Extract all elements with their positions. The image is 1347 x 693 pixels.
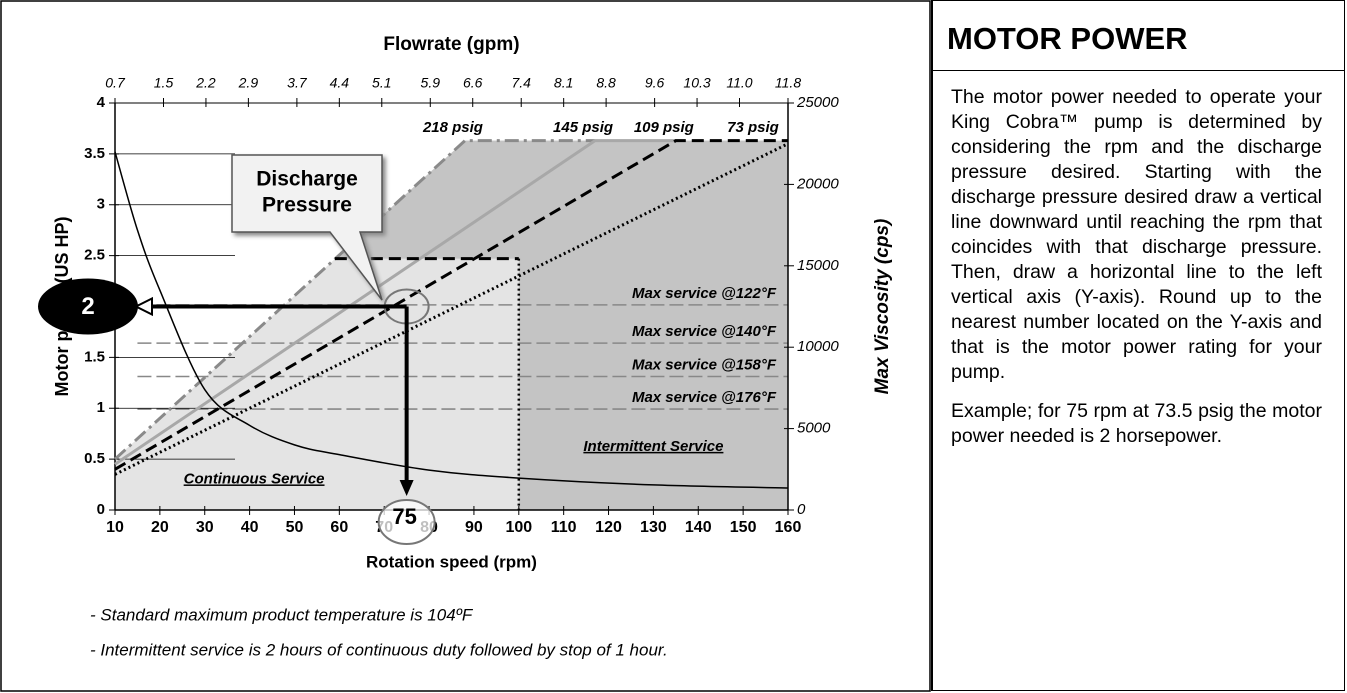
rpm-marker-label: 75	[392, 504, 416, 529]
series-line	[114, 151, 789, 489]
intermittent-region	[334, 140, 788, 510]
x-tick-label: 90	[465, 519, 483, 536]
x-tick-label: 60	[330, 519, 348, 536]
x-tick-label: 20	[151, 519, 169, 536]
x-tick-label: 100	[505, 519, 532, 536]
series-label: 73 psig	[727, 119, 779, 136]
x2-tick-label: 5.1	[372, 75, 391, 91]
panel-title: MOTOR POWER	[933, 1, 1344, 71]
y-tick-label: 3	[97, 196, 105, 213]
footnote: - Standard maximum product temperature i…	[90, 605, 474, 624]
series-label: 145 psig	[553, 119, 613, 136]
x2-tick-label: 2.9	[238, 75, 259, 91]
x-tick-label: 110	[551, 519, 577, 536]
service-label: Max service @140°F	[632, 323, 777, 340]
service-label: Max service @122°F	[632, 285, 777, 302]
y2-tick-label: 15000	[797, 257, 839, 274]
x-tick-label: 40	[241, 519, 259, 536]
arrow-head	[399, 480, 414, 496]
panel-text: The motor power needed to operate your K…	[951, 86, 1322, 383]
region-label: Intermittent Service	[583, 438, 723, 455]
x-tick-label: 120	[595, 519, 622, 536]
series-label: 109 psig	[634, 119, 694, 136]
x-tick-label: 30	[196, 519, 214, 536]
chart-frame	[0, 0, 931, 692]
x-tick-label: 140	[685, 519, 712, 536]
series-line	[114, 139, 788, 471]
y-tick-label: 4	[97, 94, 106, 111]
x2-tick-label: 1.5	[154, 75, 174, 91]
x2-axis-title: Flowrate (gpm)	[383, 34, 519, 55]
chart: Max service @122°F Max service @140°F Max …	[0, 0, 931, 692]
rpm-marker	[377, 499, 436, 545]
series-label: 218 psig	[422, 119, 483, 136]
y-tick-label: 3.5	[84, 145, 105, 162]
x-tick-label: 10	[106, 519, 124, 536]
x2-tick-label: 11.0	[726, 75, 752, 91]
x-tick-label: 160	[775, 519, 802, 536]
footnote: - Intermittent service is 2 hours of con…	[90, 640, 668, 659]
y-tick-label: 0.5	[84, 450, 105, 467]
x2-tick-label: 2.2	[195, 75, 216, 91]
series-line	[113, 139, 596, 461]
arrow-head	[133, 296, 153, 317]
panel-text: Example; for 75 rpm at 73.5 psig the mot…	[951, 400, 1322, 447]
series-line	[114, 139, 676, 466]
y2-tick-label: 0	[797, 501, 806, 518]
x-tick-label: 150	[730, 519, 757, 536]
x2-tick-label: 7.4	[511, 75, 531, 91]
y-tick-label: 1.5	[84, 348, 105, 365]
callout-box	[231, 154, 383, 301]
callout-text: Discharge	[256, 168, 358, 191]
x2-tick-label: 10.3	[683, 75, 710, 91]
x2-tick-label: 8.1	[554, 75, 573, 91]
hp-marker-label: 2	[81, 293, 94, 320]
x2-tick-label: 3.7	[287, 75, 308, 91]
x-tick-label: 130	[640, 519, 667, 536]
callout-text: Pressure	[262, 194, 352, 217]
y2-tick-label: 10000	[797, 338, 839, 355]
region-label: Continuous Service	[184, 470, 325, 487]
service-label: Max service @158°F	[632, 356, 777, 373]
hp-marker	[38, 278, 138, 335]
y-tick-label: 0	[97, 501, 105, 518]
service-label: Max service @176°F	[632, 389, 777, 406]
info-panel: MOTOR POWER The motor power needed to op…	[931, 0, 1345, 691]
x2-tick-label: 4.4	[330, 75, 350, 91]
x2-tick-label: 6.6	[463, 75, 483, 91]
y2-tick-label: 25000	[796, 94, 839, 111]
y2-tick-label: 5000	[797, 420, 831, 437]
x-axis-title: Rotation speed (rpm)	[366, 552, 537, 571]
x2-tick-label: 0.7	[105, 75, 126, 91]
y2-tick-label: 20000	[796, 175, 839, 192]
y-tick-label: 1	[97, 399, 105, 416]
x2-tick-label: 11.8	[775, 75, 801, 91]
x2-tick-label: 8.8	[596, 75, 616, 91]
y2-axis-title: Max Viscosity (cps)	[872, 219, 893, 395]
x2-tick-label: 5.9	[421, 75, 441, 91]
x-tick-label: 50	[286, 519, 304, 536]
x2-tick-label: 9.6	[645, 75, 665, 91]
y-tick-label: 2.5	[84, 247, 105, 264]
